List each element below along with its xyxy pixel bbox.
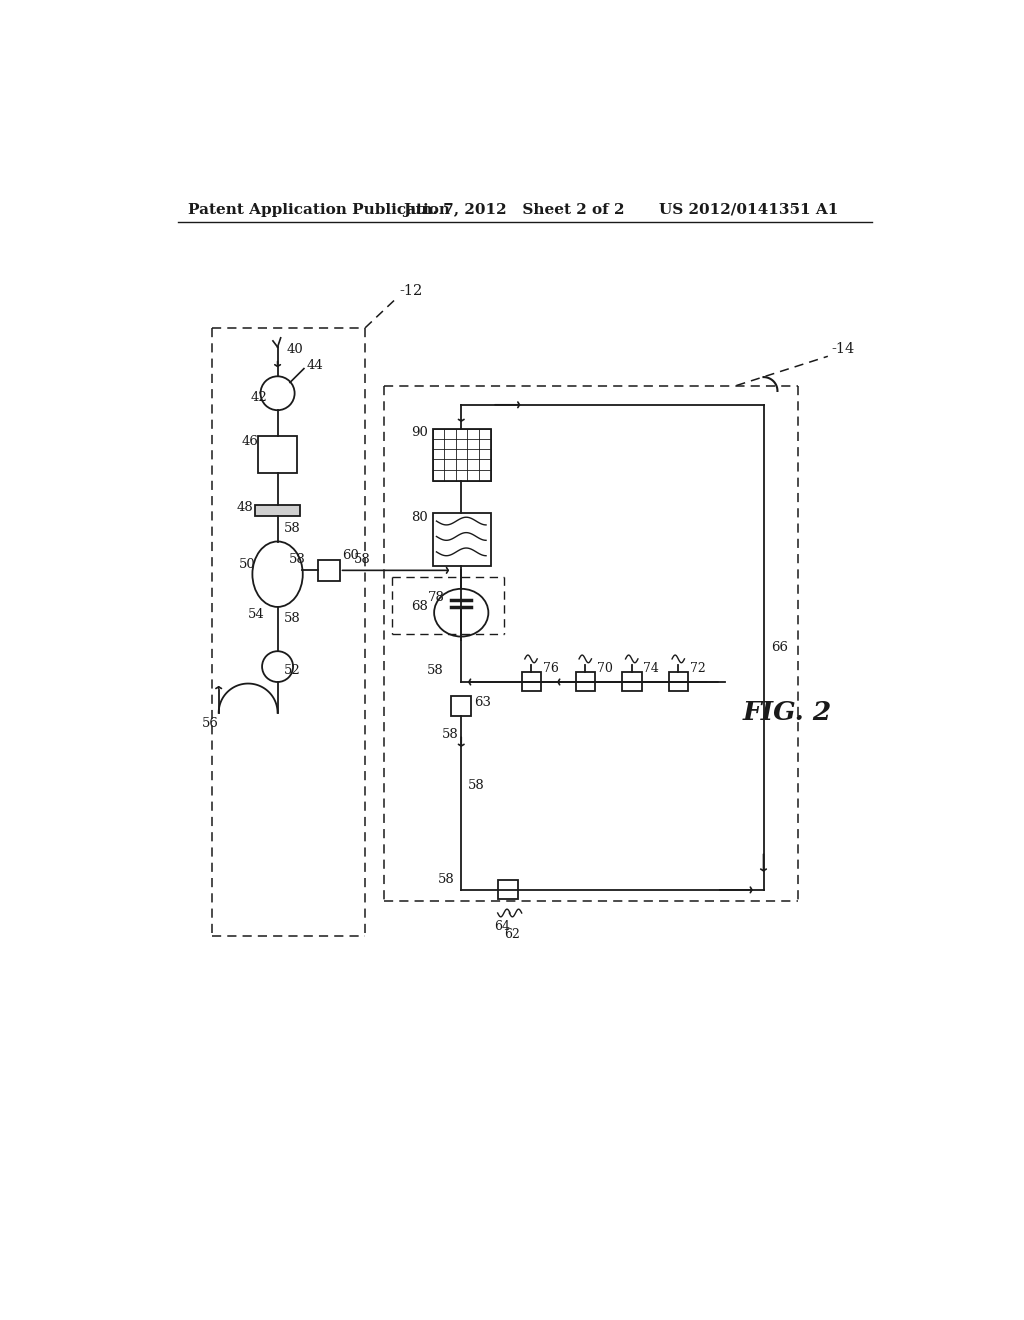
Text: 70: 70 [597,661,612,675]
Text: 62: 62 [504,928,520,941]
Text: 63: 63 [474,696,490,709]
Text: 58: 58 [284,611,300,624]
Bar [317,560,340,581]
Text: 52: 52 [284,664,300,677]
Ellipse shape [434,589,488,636]
Text: 74: 74 [643,661,659,675]
Text: -14: -14 [830,342,854,355]
Text: 72: 72 [690,661,706,675]
Text: 56: 56 [202,717,218,730]
Bar [575,672,595,692]
Text: 60: 60 [342,549,358,562]
Text: 58: 58 [284,523,300,536]
Text: 66: 66 [771,640,788,653]
Text: 68: 68 [411,601,428,612]
Text: 48: 48 [237,502,253,515]
Bar [432,429,490,480]
Bar [452,696,471,715]
Text: Patent Application Publication: Patent Application Publication [188,203,451,216]
Text: 58: 58 [467,779,484,792]
Text: 54: 54 [248,607,265,620]
Text: FIG. 2: FIG. 2 [742,701,831,725]
Text: 44: 44 [307,359,324,372]
Text: -12: -12 [399,284,423,298]
Text: 42: 42 [251,391,267,404]
Text: Jun. 7, 2012   Sheet 2 of 2: Jun. 7, 2012 Sheet 2 of 2 [403,203,625,216]
Bar [255,506,300,516]
Text: 76: 76 [543,661,558,675]
Circle shape [262,651,293,682]
Bar [623,672,642,692]
Text: 90: 90 [411,426,428,440]
Text: 58: 58 [353,553,371,566]
Text: 40: 40 [287,343,304,356]
Circle shape [260,376,295,411]
Text: 46: 46 [241,436,258,449]
Text: 58: 58 [426,664,443,677]
Text: 80: 80 [411,511,428,524]
Text: US 2012/0141351 A1: US 2012/0141351 A1 [658,203,839,216]
Bar [499,880,518,899]
Text: 58: 58 [289,553,305,566]
Bar [669,672,688,692]
Text: 64: 64 [494,920,510,933]
Bar [432,513,490,566]
Text: 58: 58 [438,873,455,886]
Text: 58: 58 [442,727,459,741]
Text: 78: 78 [428,591,444,603]
Bar [258,436,297,473]
Bar [521,672,541,692]
Text: 50: 50 [239,558,256,572]
Ellipse shape [252,541,303,607]
